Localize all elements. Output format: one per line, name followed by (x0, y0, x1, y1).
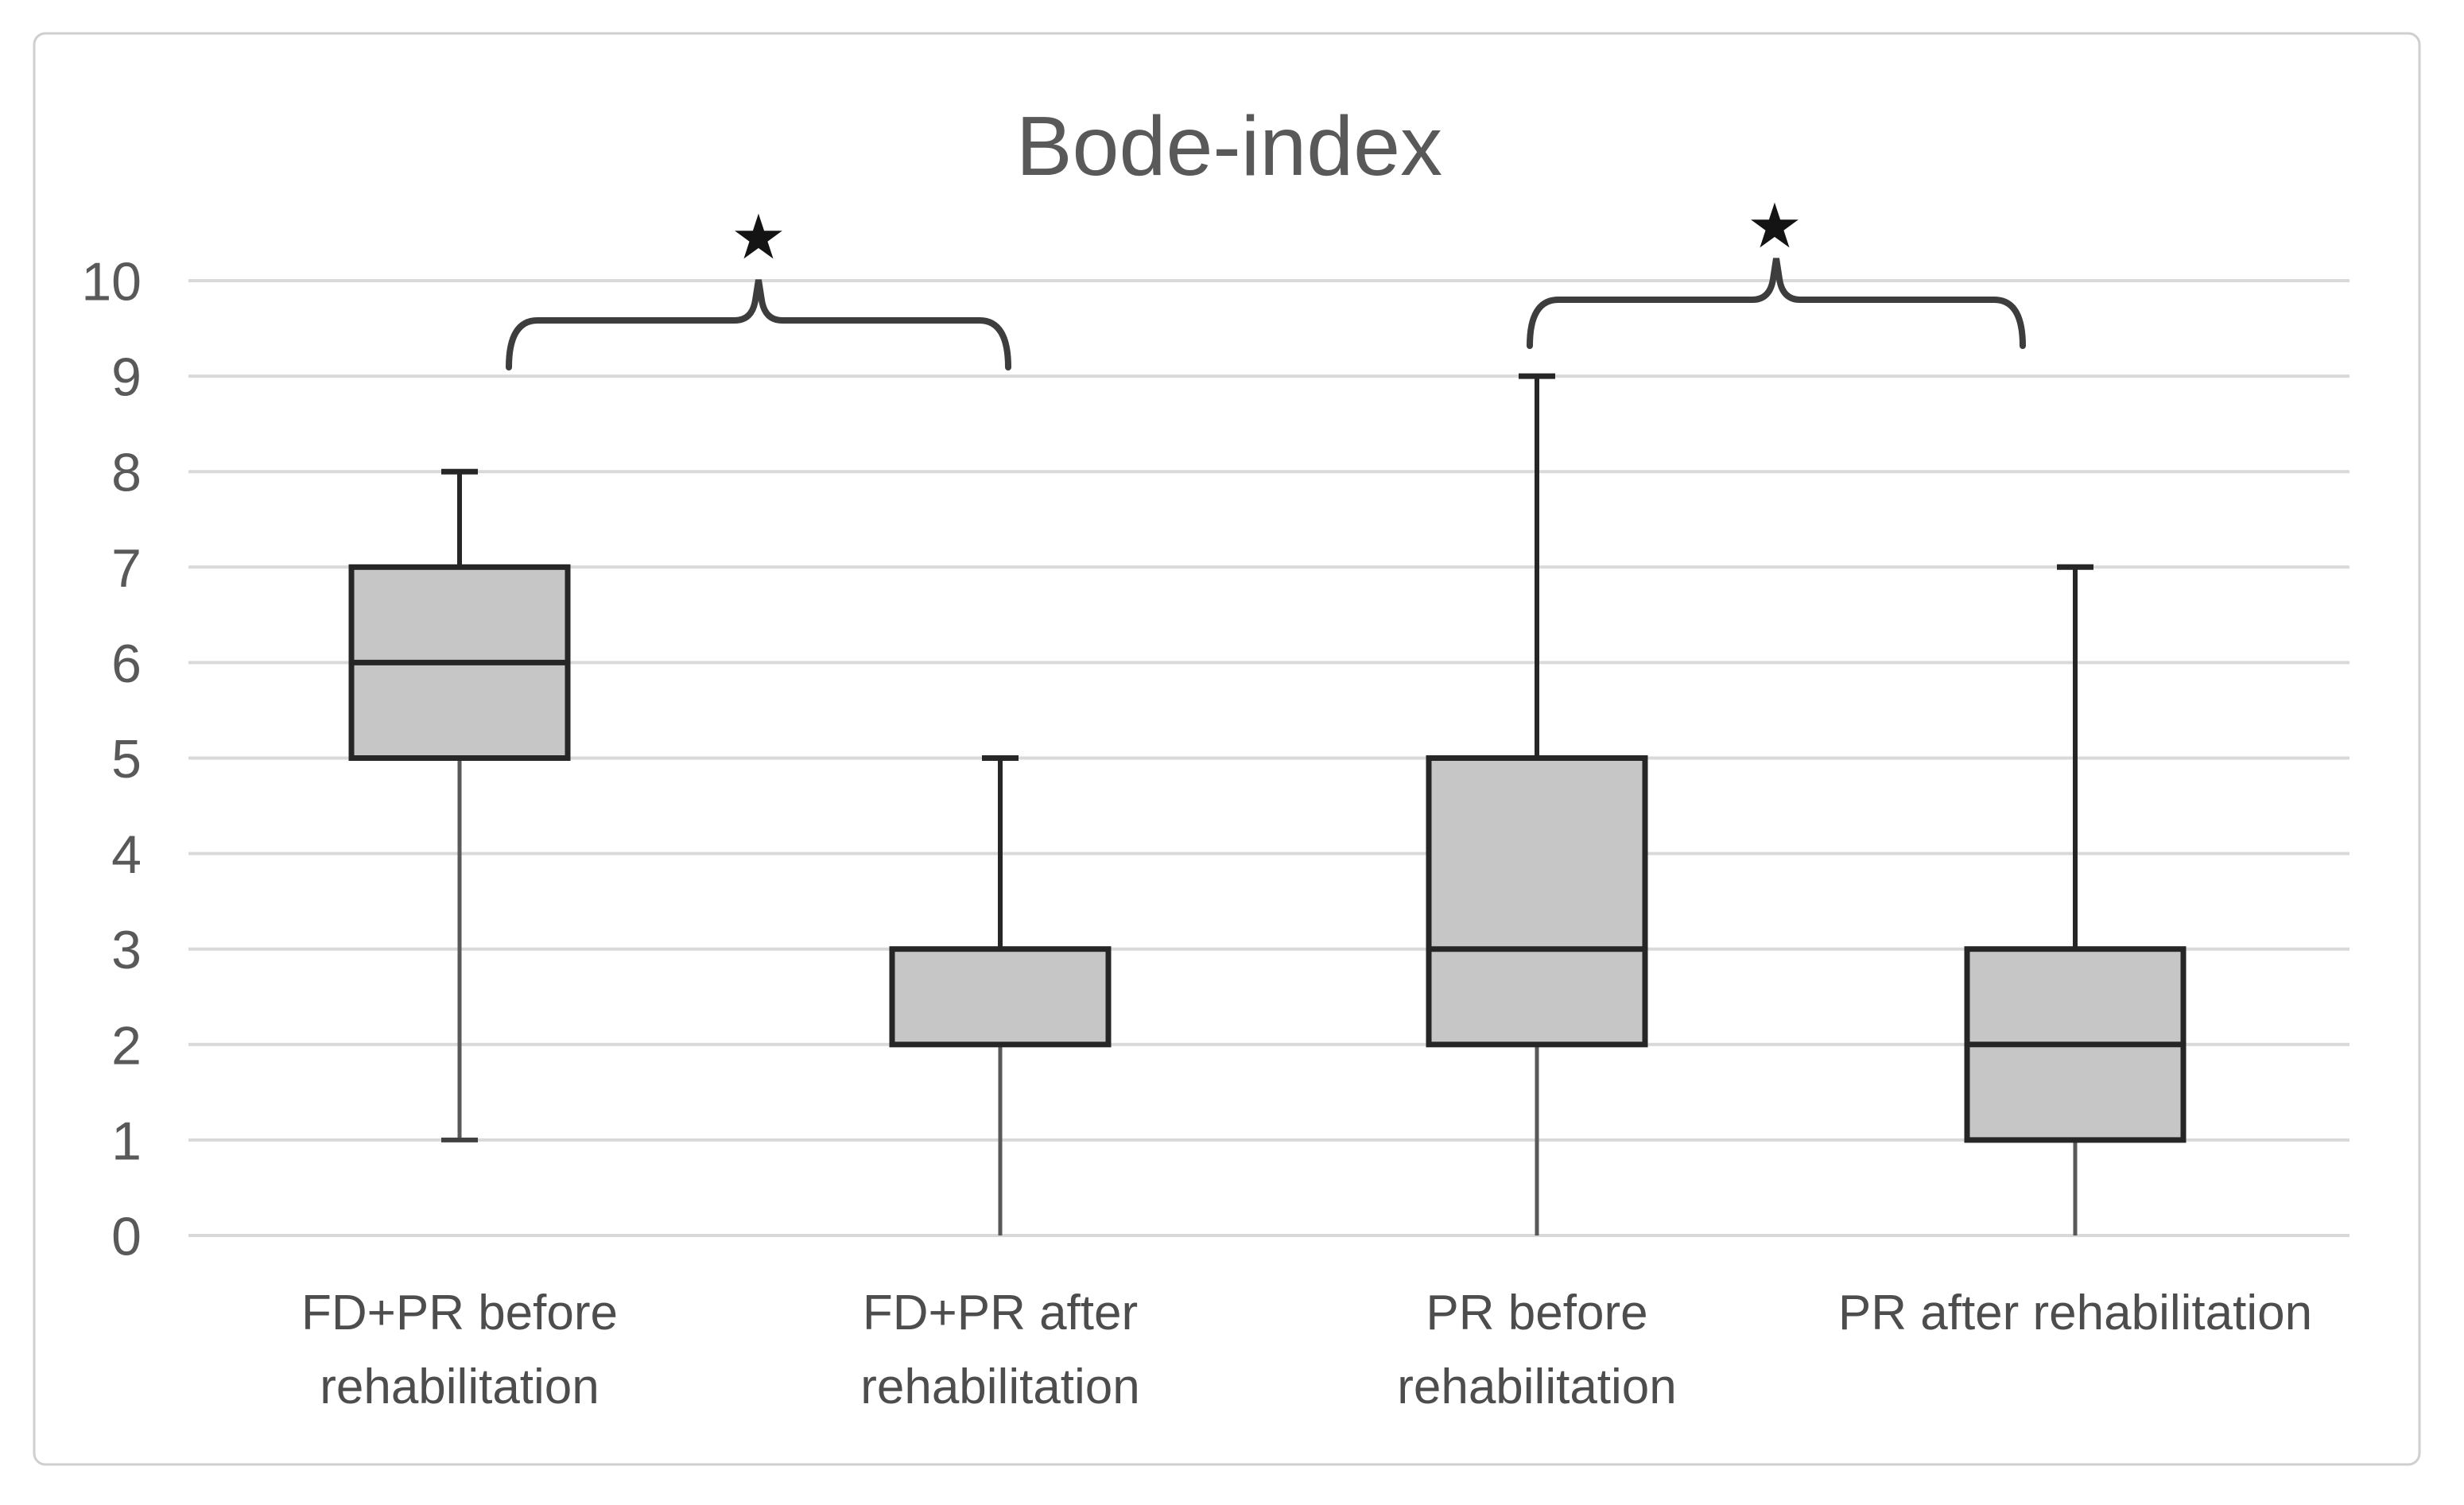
significance-bracket (506, 279, 1011, 370)
boxplot-group (1964, 564, 2187, 1235)
y-tick-label: 4 (111, 824, 142, 885)
boxplot-series (348, 373, 2187, 1235)
y-tick-label: 10 (81, 251, 142, 312)
y-tick-label: 7 (111, 538, 142, 599)
category-label: rehabilitation (1397, 1360, 1677, 1414)
y-tick-label: 3 (111, 920, 142, 980)
significance-star-icon: ★ (1747, 191, 1802, 261)
box (1426, 755, 1648, 1048)
chart-border (33, 32, 2421, 1466)
category-label: rehabilitation (320, 1360, 600, 1414)
significance-annotation: ★ (506, 202, 1011, 370)
y-tick-label: 5 (111, 729, 142, 789)
y-tick-label: 8 (111, 443, 142, 503)
y-axis-labels: 0 1 2 3 4 5 6 7 8 9 10 (81, 251, 142, 1266)
significance-annotations: ★ ★ (506, 191, 2026, 370)
y-tick-label: 1 (111, 1111, 142, 1171)
y-tick-label: 6 (111, 634, 142, 694)
boxplot-group (889, 755, 1112, 1235)
category-label: PR before (1426, 1286, 1647, 1340)
category-label: FD+PR after (863, 1286, 1138, 1340)
boxplot-group (1426, 373, 1648, 1235)
y-tick-label: 9 (111, 347, 142, 408)
box (889, 946, 1112, 1048)
chart-title: Bode-index (1016, 99, 1442, 193)
significance-annotation: ★ (1527, 191, 2026, 349)
category-label: FD+PR before (301, 1286, 618, 1340)
boxplot-group (348, 468, 571, 1142)
y-tick-label: 2 (111, 1015, 142, 1076)
category-label: rehabilitation (860, 1360, 1140, 1414)
x-axis-labels: FD+PR before rehabilitation FD+PR after reh… (301, 1286, 2312, 1414)
category-label: PR after rehabilitation (1838, 1286, 2312, 1340)
significance-bracket (1527, 258, 2026, 349)
significance-star-icon: ★ (731, 202, 786, 272)
y-tick-label: 0 (111, 1206, 142, 1266)
